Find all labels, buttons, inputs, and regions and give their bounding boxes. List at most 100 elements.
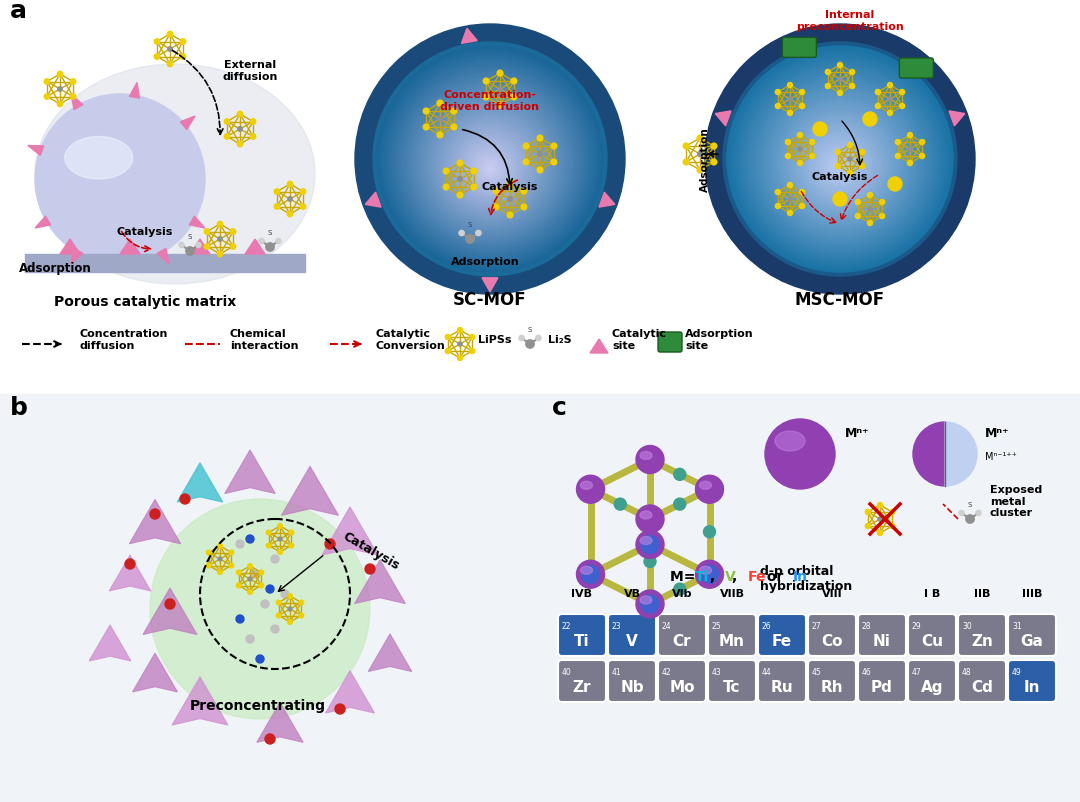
Text: Adsorption: Adsorption: [18, 261, 92, 274]
Text: Ga: Ga: [1021, 633, 1043, 648]
Ellipse shape: [640, 512, 652, 520]
Circle shape: [167, 32, 173, 38]
Text: S: S: [468, 221, 472, 228]
Circle shape: [888, 111, 892, 116]
Circle shape: [855, 214, 861, 219]
Text: Chemical
interaction: Chemical interaction: [230, 329, 298, 350]
Circle shape: [799, 124, 880, 205]
Circle shape: [508, 181, 513, 187]
Circle shape: [684, 160, 689, 166]
Circle shape: [966, 515, 974, 524]
Circle shape: [165, 599, 175, 610]
Circle shape: [801, 127, 878, 204]
Circle shape: [435, 111, 544, 219]
Text: I B: I B: [923, 588, 940, 598]
Text: Porous catalytic matrix: Porous catalytic matrix: [54, 294, 237, 309]
Circle shape: [278, 537, 282, 541]
Text: In: In: [1024, 678, 1040, 694]
Circle shape: [414, 87, 567, 240]
Circle shape: [508, 197, 512, 202]
Text: Mⁿ⁻¹⁺⁺: Mⁿ⁻¹⁺⁺: [985, 452, 1017, 461]
Circle shape: [799, 104, 805, 109]
FancyBboxPatch shape: [908, 614, 956, 656]
Circle shape: [750, 71, 930, 252]
Polygon shape: [190, 240, 210, 255]
Circle shape: [377, 47, 603, 273]
Circle shape: [813, 123, 827, 137]
Circle shape: [437, 133, 443, 139]
Circle shape: [907, 161, 913, 166]
Circle shape: [154, 40, 160, 45]
Circle shape: [745, 67, 935, 256]
Text: 31: 31: [1012, 622, 1022, 630]
Circle shape: [878, 517, 882, 521]
Text: Catalysis: Catalysis: [482, 182, 538, 192]
Circle shape: [511, 95, 517, 101]
Circle shape: [206, 564, 211, 568]
Circle shape: [743, 64, 937, 258]
Circle shape: [867, 193, 873, 198]
Circle shape: [781, 105, 899, 222]
Circle shape: [278, 524, 282, 529]
Circle shape: [497, 103, 503, 109]
Circle shape: [810, 154, 814, 160]
Polygon shape: [180, 117, 195, 130]
Text: 29: 29: [912, 622, 921, 630]
Circle shape: [764, 86, 917, 239]
Circle shape: [389, 59, 592, 262]
Text: 28: 28: [862, 622, 872, 630]
Text: 49: 49: [1012, 667, 1022, 676]
Circle shape: [251, 135, 256, 140]
Circle shape: [150, 500, 370, 719]
Circle shape: [836, 163, 845, 172]
Text: Adsorption: Adsorption: [700, 127, 710, 192]
Circle shape: [150, 509, 160, 520]
FancyBboxPatch shape: [758, 614, 806, 656]
Circle shape: [833, 192, 847, 207]
FancyBboxPatch shape: [658, 333, 681, 353]
Circle shape: [470, 148, 511, 188]
Text: 44: 44: [762, 667, 772, 676]
FancyBboxPatch shape: [1008, 614, 1056, 656]
Polygon shape: [225, 450, 275, 494]
Circle shape: [397, 69, 583, 254]
Circle shape: [752, 74, 928, 249]
Circle shape: [483, 163, 497, 176]
Text: 45: 45: [812, 667, 822, 676]
Circle shape: [758, 81, 921, 243]
Text: 23: 23: [612, 622, 622, 630]
Text: Zn: Zn: [971, 633, 993, 648]
Circle shape: [888, 178, 902, 192]
Polygon shape: [127, 647, 183, 695]
Polygon shape: [107, 553, 152, 592]
Text: Concentration
diffusion: Concentration diffusion: [80, 329, 168, 350]
Polygon shape: [949, 111, 964, 127]
Circle shape: [920, 154, 924, 160]
Circle shape: [404, 76, 576, 248]
Circle shape: [865, 524, 870, 529]
Circle shape: [238, 112, 243, 118]
Polygon shape: [599, 192, 615, 208]
Wedge shape: [913, 423, 945, 486]
Circle shape: [808, 134, 872, 197]
Circle shape: [895, 154, 901, 160]
Text: 46: 46: [862, 667, 872, 676]
Circle shape: [788, 197, 792, 202]
Circle shape: [888, 83, 892, 88]
Circle shape: [300, 205, 306, 210]
Text: Cu: Cu: [921, 633, 943, 648]
Circle shape: [875, 104, 880, 109]
Circle shape: [288, 607, 292, 611]
FancyBboxPatch shape: [708, 614, 756, 656]
Circle shape: [837, 63, 842, 68]
Circle shape: [217, 252, 222, 257]
Text: Co: Co: [821, 633, 842, 648]
Circle shape: [551, 144, 557, 150]
Circle shape: [299, 601, 303, 605]
Circle shape: [636, 531, 664, 559]
Ellipse shape: [581, 482, 593, 490]
Text: Catalytic
site: Catalytic site: [612, 329, 667, 350]
Bar: [0, 395, 1080, 802]
Circle shape: [822, 148, 859, 184]
Circle shape: [793, 117, 888, 212]
